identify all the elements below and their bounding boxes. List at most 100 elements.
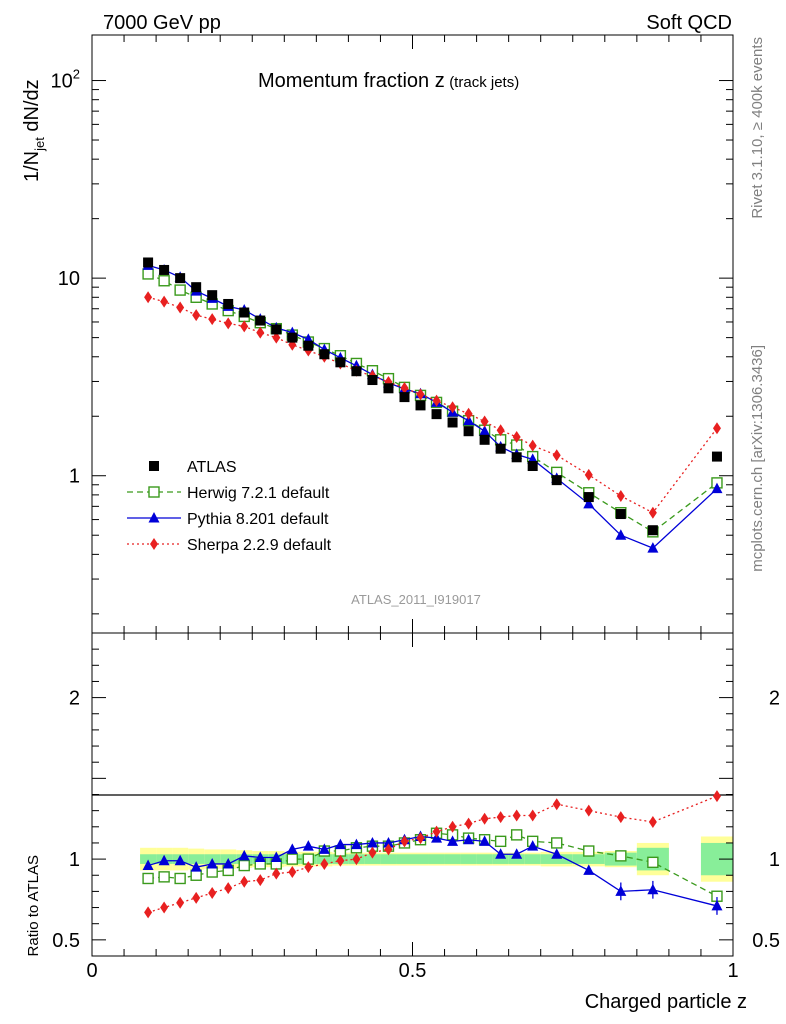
ratio-series-point (320, 857, 329, 870)
data-point (551, 475, 562, 486)
ratio-series-point (528, 809, 537, 822)
ratio-stat-band (428, 854, 445, 864)
ratio-stat-band (460, 854, 477, 864)
data-point (335, 357, 346, 368)
series-point (174, 284, 186, 296)
ratio-series-point (616, 811, 625, 824)
ratio-series-point (238, 859, 250, 872)
ratio-series-point (384, 843, 393, 856)
ratio-series-point (463, 833, 475, 845)
data-point (615, 509, 626, 520)
series-point (528, 439, 537, 452)
legend-marker (148, 486, 160, 498)
ratio-series-point (142, 859, 154, 871)
ratio-series-point (551, 848, 563, 859)
data-point (415, 400, 426, 411)
data-point (583, 492, 594, 503)
series-point (711, 482, 723, 494)
data-point (495, 443, 506, 454)
ratio-series-point (711, 899, 723, 911)
ratio-series-point (302, 840, 314, 851)
ratio-stat-band (540, 854, 573, 864)
series-point (512, 431, 521, 444)
series-point (256, 326, 265, 339)
legend-label: Pythia 8.201 default (187, 511, 329, 528)
chart-title: Momentum fraction z (track jets) (258, 70, 519, 92)
ratio-stat-band (508, 854, 525, 864)
ratio-series-point (334, 838, 346, 850)
y-axis-label-main: 1/N (21, 151, 43, 182)
ratio-tick-label: 2 (69, 688, 80, 710)
side-label-top: Rivet 3.1.10, ≥ 400k events (749, 37, 766, 219)
chart-title-sub: (track jets) (449, 74, 519, 91)
data-point (207, 290, 218, 301)
ratio-series-point (206, 857, 218, 869)
ratio-series-point (648, 815, 657, 828)
series-point (583, 497, 595, 509)
y-axis-label: 1/Njet dN/dz (21, 79, 47, 182)
data-point (383, 383, 394, 394)
ratio-series-point (254, 851, 266, 862)
series-point (176, 301, 185, 314)
data-point (447, 417, 458, 428)
y-tick-label: 1 (69, 466, 80, 488)
ratio-series-point (512, 809, 521, 822)
ratio-series-point (382, 836, 394, 848)
series-point (160, 295, 169, 308)
ratio-series-point (366, 836, 378, 848)
tick-labels: 0 0.5 1 1 10 102 0.5 0.5 1 1 2 2 (51, 67, 780, 982)
ratio-series-point (495, 848, 507, 859)
ratio-series-point (286, 843, 298, 854)
series-point (496, 424, 505, 437)
ratio-tick-label: 1 (69, 849, 80, 871)
series-point (647, 542, 659, 553)
data-point (463, 426, 474, 437)
ratio-series-point (647, 883, 659, 895)
series-point (142, 268, 154, 280)
ratio-series-point (416, 832, 425, 845)
data-point (711, 451, 722, 462)
ratio-series-point (615, 885, 627, 896)
ratio-series-point (286, 853, 299, 865)
ratio-stat-band (140, 854, 157, 864)
legend-label: ATLAS (187, 459, 237, 476)
data-point (351, 366, 362, 377)
ratio-series-point (510, 829, 523, 841)
ratio-stat-band (396, 854, 413, 864)
ratio-series-point (238, 849, 250, 861)
ratio-series-point (336, 854, 345, 867)
series-point (416, 388, 425, 401)
series-point (432, 394, 441, 407)
ratio-series-point (615, 850, 627, 862)
series-point (615, 529, 627, 540)
ratio-series-point (480, 812, 489, 825)
ratio-stat-band (380, 854, 397, 864)
ratio-series-point (190, 869, 202, 881)
ratio-series-point (352, 853, 361, 866)
ratio-stat-band (524, 854, 541, 864)
data-point (399, 392, 410, 403)
ratio-series-point (318, 843, 330, 854)
ratio-series-point (144, 906, 153, 919)
ratio-series-point (190, 861, 202, 872)
ratio-tick-label-right: 2 (769, 688, 780, 710)
ratio-series-point (368, 846, 377, 859)
side-label-bottom: mcplots.cern.ch [arXiv:1306.3436] (749, 345, 766, 572)
y-tick-label-exp: 102 (51, 67, 80, 93)
ratio-series (142, 790, 723, 919)
ratio-series-point (222, 857, 234, 869)
ratio-series-point (158, 854, 170, 866)
y-tick-label: 10 (58, 268, 80, 290)
ratio-tick-label-right: 1 (769, 849, 780, 871)
ratio-series-point (400, 835, 409, 848)
series-point (552, 449, 561, 462)
header-right: Soft QCD (646, 12, 732, 34)
series-point (158, 275, 170, 287)
series-point (480, 415, 489, 428)
data-point (511, 452, 522, 463)
ratio-series-point (448, 820, 457, 833)
ratio-series-point (712, 790, 721, 803)
ratio-series-point (192, 891, 201, 904)
series-point (464, 407, 473, 420)
